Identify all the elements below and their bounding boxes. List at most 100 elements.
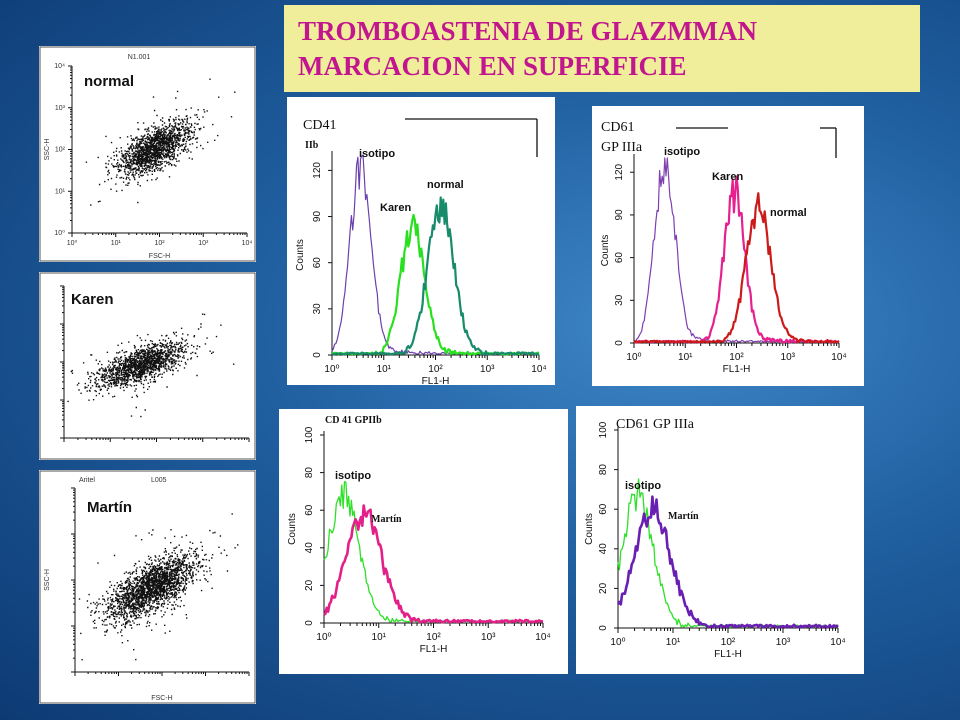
- x-tick-label-0: 10⁰: [316, 632, 331, 643]
- x-axis-label: FL1-H: [422, 376, 450, 385]
- scatter-points: [67, 313, 235, 418]
- dot-plot-martin: Martín Aritel L005 FSC-H SSC-H: [39, 470, 256, 704]
- histogram-cd61-martin-panel: 0 20 40 60 80 100 10⁰ 10¹ 10² 10³ 10⁴ FL1-H Counts CD…: [576, 406, 864, 674]
- y-axis-label: SSC-H: [44, 139, 51, 161]
- series-martn-line: [616, 495, 839, 629]
- y-tick-label-20: 20: [598, 582, 609, 594]
- dot-plot-label: Karen: [71, 291, 114, 308]
- dot-plot-header-right: L005: [151, 477, 167, 484]
- y-tick-label-60: 60: [312, 257, 323, 269]
- histogram-cd61-panel: 0 30 60 90 120 10⁰ 10¹ 10² 10³ 10⁴ FL1-H Counts CD61…: [592, 106, 864, 386]
- x-axis-label: FL1-H: [420, 644, 448, 655]
- title-line-2: MARCACION EN SUPERFICIE: [298, 51, 687, 81]
- title-box: TROMBOASTENIA DE GLAZMMAN MARCACION EN S…: [284, 5, 920, 92]
- annotation-martn: Martín: [668, 511, 699, 522]
- y-axis-label: Counts: [584, 513, 595, 545]
- dot-plot-label: normal: [84, 73, 134, 90]
- series-martn-line: [323, 504, 543, 624]
- histogram-cd61-martin: 0 20 40 60 80 100 10⁰ 10¹ 10² 10³ 10⁴ FL1-H Counts CD…: [584, 417, 846, 660]
- y-tick-label-120: 120: [614, 163, 625, 180]
- y-tick-label-30: 30: [614, 294, 625, 306]
- chart-title: CD 41 GPIIb: [325, 415, 382, 426]
- x-tick-label-3: 10³: [198, 240, 209, 247]
- x-tick-label-4: 10⁴: [535, 632, 550, 643]
- x-tick-label-2: 10²: [154, 240, 165, 247]
- x-tick-label-1: 10¹: [372, 632, 387, 643]
- y-tick-label-20: 20: [304, 579, 315, 591]
- annotation-karen: Karen: [712, 171, 743, 183]
- series-karen-line: [331, 213, 540, 356]
- x-tick-label-3: 10³: [481, 632, 496, 643]
- dot-plot-border: [39, 470, 256, 704]
- dot-plot-normal: 10⁰ 10¹ 10² 10³ 10⁴ 10⁰ 10¹ 10² 10³ 10⁴ normal N1.0…: [39, 46, 256, 262]
- x-tick-label-1: 10¹: [666, 637, 681, 648]
- y-tick-label-90: 90: [312, 211, 323, 223]
- x-tick-label-1: 10¹: [678, 352, 693, 363]
- histogram-cd41: 0 30 60 90 120 10⁰ 10¹ 10² 10³ 10⁴ FL1-H Counts CD41…: [295, 118, 547, 385]
- x-tick-label-1: 10¹: [377, 364, 392, 375]
- chart-subtitle: IIb: [305, 140, 319, 151]
- dot-plot-label: Martín: [87, 499, 132, 516]
- y-axis-label: Counts: [600, 235, 611, 267]
- x-tick-label-0: 10⁰: [610, 637, 625, 648]
- dot-plot-border: [39, 46, 256, 262]
- y-tick-label-60: 60: [598, 503, 609, 515]
- dot-plot-header-left: Aritel: [79, 477, 95, 484]
- y-tick-label-0: 0: [304, 620, 315, 626]
- x-tick-label-2: 10²: [721, 637, 736, 648]
- y-tick-label-80: 80: [304, 467, 315, 479]
- x-axis-label: FSC-H: [151, 695, 172, 702]
- dot-plot-header: N1.001: [128, 54, 151, 61]
- y-tick-label-2: 10²: [55, 147, 66, 154]
- x-axis-label: FL1-H: [714, 649, 742, 660]
- annotation-normal: normal: [427, 179, 464, 191]
- x-tick-label-3: 10³: [776, 637, 791, 648]
- dot-plot-normal-panel: 10⁰ 10¹ 10² 10³ 10⁴ 10⁰ 10¹ 10² 10³ 10⁴ normal N1.0…: [39, 46, 256, 262]
- y-tick-label-60: 60: [614, 252, 625, 264]
- x-tick-label-4: 10⁴: [830, 637, 845, 648]
- histogram-cd41-panel: 0 30 60 90 120 10⁰ 10¹ 10² 10³ 10⁴ FL1-H Counts CD41…: [287, 97, 555, 385]
- y-tick-label-100: 100: [598, 421, 609, 438]
- y-tick-label-40: 40: [304, 542, 315, 554]
- dot-plot-border: [39, 272, 256, 460]
- annotation-isotipo: isotipo: [335, 470, 371, 482]
- y-tick-label-0: 0: [312, 352, 323, 358]
- histogram-cd61: 0 30 60 90 120 10⁰ 10¹ 10² 10³ 10⁴ FL1-H Counts CD61…: [600, 120, 847, 375]
- chart-title: CD61: [601, 120, 634, 135]
- y-tick-label-40: 40: [598, 543, 609, 555]
- x-tick-label-3: 10³: [781, 352, 796, 363]
- x-axis-label: FSC-H: [149, 253, 170, 260]
- y-tick-label-120: 120: [312, 162, 323, 179]
- series-normal-line: [633, 192, 840, 344]
- x-tick-label-1: 10¹: [111, 240, 122, 247]
- x-tick-label-2: 10²: [428, 364, 443, 375]
- y-tick-label-0: 10⁰: [54, 229, 65, 237]
- series-normal-line: [331, 196, 540, 356]
- annotation-karen: Karen: [380, 202, 411, 214]
- dot-plot-karen: Karen: [39, 272, 256, 460]
- chart-title: CD41: [303, 118, 336, 133]
- chart-title: CD61 GP IIIa: [616, 417, 695, 432]
- y-tick-label-90: 90: [614, 209, 625, 221]
- annotation-martn: Martín: [371, 514, 402, 525]
- y-tick-label-60: 60: [304, 504, 315, 516]
- y-tick-label-30: 30: [312, 303, 323, 315]
- x-tick-label-0: 10⁰: [67, 239, 78, 247]
- series-isotipo-line: [323, 481, 544, 623]
- annotation-isotipo: isotipo: [664, 146, 700, 158]
- dot-plot-karen-panel: Karen: [39, 272, 256, 460]
- annotation-isotipo: isotipo: [359, 148, 395, 160]
- y-axis-label: SSC-H: [44, 569, 51, 591]
- histogram-cd41-martin-panel: 0 20 40 60 80 100 10⁰ 10¹ 10² 10³ 10⁴ FL1-H Counts CD…: [279, 409, 568, 674]
- y-tick-label-0: 0: [614, 340, 625, 346]
- y-axis-label: Counts: [287, 513, 298, 545]
- x-tick-label-3: 10³: [480, 364, 495, 375]
- scatter-points: [85, 78, 236, 206]
- y-tick-label-100: 100: [304, 426, 315, 443]
- dot-plot-martin-panel: Martín Aritel L005 FSC-H SSC-H: [39, 470, 256, 704]
- x-tick-label-0: 10⁰: [324, 364, 339, 375]
- x-tick-label-4: 10⁴: [531, 364, 546, 375]
- title-line-1: TROMBOASTENIA DE GLAZMMAN: [298, 16, 758, 46]
- annotation-isotipo: isotipo: [625, 480, 661, 492]
- x-tick-label-4: 10⁴: [242, 240, 253, 247]
